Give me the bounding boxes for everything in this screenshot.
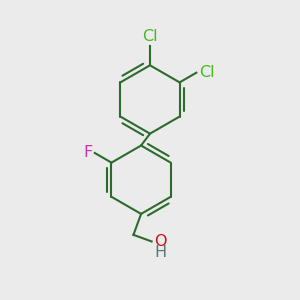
Text: Cl: Cl xyxy=(199,65,214,80)
Text: O: O xyxy=(154,234,167,249)
Text: F: F xyxy=(83,146,92,160)
Text: H: H xyxy=(154,245,166,260)
Text: Cl: Cl xyxy=(142,28,158,44)
